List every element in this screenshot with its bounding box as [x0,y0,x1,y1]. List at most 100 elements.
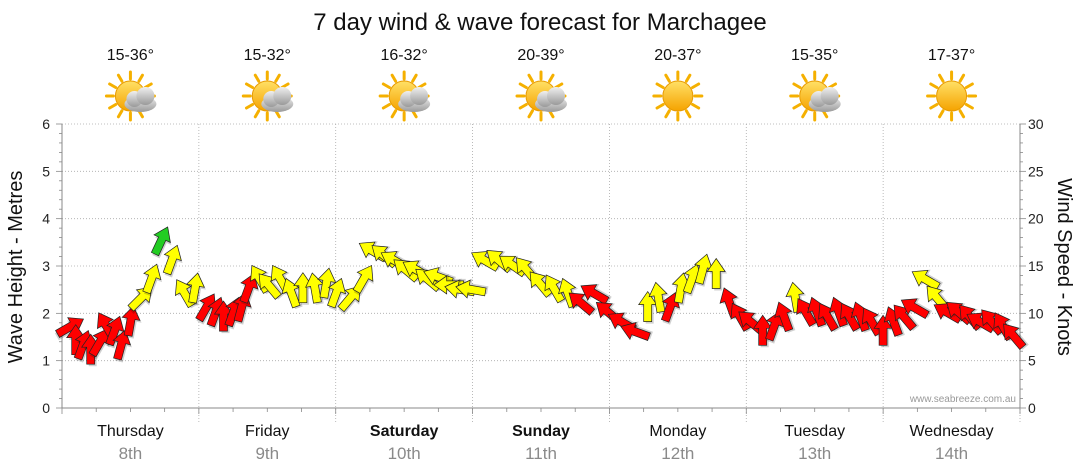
sun-ray [274,73,281,83]
wind-arrow [317,267,338,301]
wind-arrow-shape [337,285,361,313]
wind-arrow [185,272,206,306]
wind-arrow-shape [862,307,883,337]
day-date-label: 14th [935,444,968,463]
wind-arrow [900,298,932,320]
day-date-label: 11th [525,444,557,463]
sun-ray [518,103,528,110]
wind-arrow [1003,323,1029,351]
cloud [808,87,841,112]
y2-tick-label: 0 [1028,400,1036,416]
wind-arrow [127,286,153,314]
wind-arrow-shape [327,277,347,309]
wind-arrow-shape [568,292,596,316]
sun-ray [938,73,945,83]
wind-arrow-shape [455,279,487,299]
cloud-puff [820,87,839,105]
wind-arrow [873,314,895,348]
sun-ray [108,103,118,110]
sun-ray [684,73,692,83]
sun-ray [548,73,555,83]
sun-ray [381,82,391,89]
day-date-label: 10th [388,444,421,463]
wind-arrow [112,329,132,363]
sun-ray [691,103,701,110]
sun-ray [417,82,427,89]
sun-ray [958,73,966,83]
sun-ray [655,82,665,89]
sun-ray [244,103,255,110]
sun-ray [801,73,808,83]
watermark: www.seabreeze.com.au [909,394,1016,405]
wind-arrow [88,328,110,360]
wind-arrow [648,281,670,315]
day-temperature: 20-37° [654,47,701,64]
day-name-label: Friday [245,423,289,440]
wind-arrow [529,271,556,298]
wind-arrow [121,305,142,339]
chart-axes: 0 1 2 3 4 5 6 0 5 10 15 20 25 30 [42,116,1044,416]
sun-ray [801,109,808,119]
y-axis-label: Wave Height - Metres [5,171,27,364]
sun-ray [143,82,153,89]
wind-arrow [195,293,217,325]
day-temperature: 20-39° [517,47,564,64]
day-date-label: 12th [661,444,694,463]
wind-arrow [239,273,260,306]
day-name-label: Monday [649,423,706,440]
wind-arrow-shape [911,270,941,291]
sun-ray [253,73,261,83]
sun-ray [116,109,124,119]
sun-ray [518,82,528,89]
y2-tick-label: 20 [1028,211,1044,227]
wind-arrow-shape [471,251,501,272]
wind-arrows [54,226,1029,367]
sun-disc [662,80,694,112]
wind-arrow-shape [162,244,182,276]
cloud-puff [547,87,565,105]
wind-arrow-shape [112,329,132,361]
wind-arrow-shape [105,315,125,347]
partly-cloudy-icon [378,70,431,122]
wind-arrow-shape [317,267,337,299]
sun-ray [964,82,974,89]
y2-tick-label: 5 [1028,353,1036,369]
sun-ray [691,82,701,89]
wind-arrow [580,283,612,305]
wind-arrow [327,277,347,311]
y-tick-label: 4 [42,211,50,227]
day-temperature: 17-37° [928,47,975,64]
day-temperature: 15-35° [791,47,838,64]
cloud [535,87,567,112]
day-date-label: 13th [798,444,831,463]
day-temperature: 16-32° [380,47,427,64]
sun-ray [554,82,564,89]
sun-ray [792,103,802,110]
day-date-label: 9th [255,444,279,463]
chart-grid [62,123,1021,422]
sun-ray [929,103,939,110]
y-tick-label: 3 [42,258,50,274]
sun-ray [792,82,802,89]
partly-cloudy-icon [241,70,294,122]
wind-arrow-shape [1003,323,1027,351]
wind-arrow-shape [900,298,930,320]
sun-ray [655,103,665,110]
y-tick-label: 6 [42,116,50,132]
sun-ray [108,82,118,89]
y-tick-label: 5 [42,163,50,179]
sun-rays [926,70,978,122]
y2-tick-label: 15 [1028,258,1044,274]
wind-arrow-shape [620,321,651,341]
sun-ray [929,82,939,89]
sun-ray [827,82,838,89]
chart-title: 7 day wind & wave forecast for Marchagee [313,9,767,36]
wind-arrow-shape [352,264,374,294]
y-tick-label: 1 [42,353,50,369]
y2-tick-label: 25 [1028,163,1044,179]
wind-arrow-shape [127,286,153,312]
wind-arrow [765,310,785,344]
wind-arrow [471,250,503,272]
wind-arrow-shape [529,271,553,298]
